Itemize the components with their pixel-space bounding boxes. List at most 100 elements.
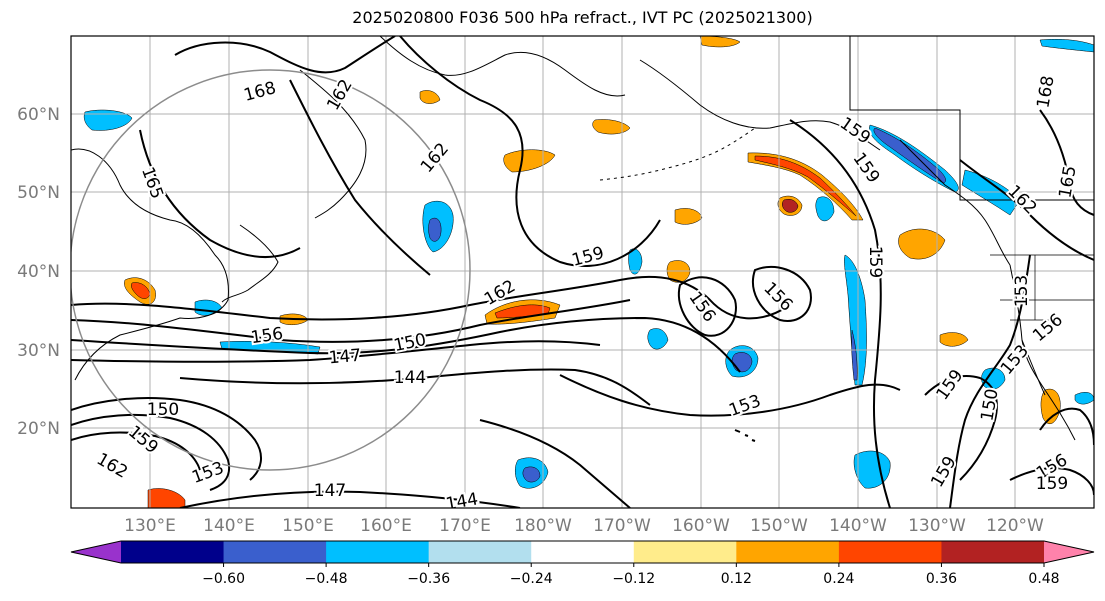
contour-144 bbox=[179, 368, 651, 406]
contour-south-cluster-3 bbox=[71, 431, 201, 471]
contour-162-east bbox=[959, 159, 1094, 261]
negative-anomaly-west-core bbox=[428, 217, 442, 242]
lat-label-40: 40°N bbox=[17, 262, 60, 282]
plot-frame bbox=[70, 35, 1095, 509]
contour-159-southeast bbox=[1009, 467, 1094, 496]
plot-background bbox=[71, 36, 1094, 508]
contour-south-bottom bbox=[179, 490, 521, 508]
lat-label-20: 20°N bbox=[17, 419, 60, 439]
lon-label-160e: 160°E bbox=[360, 516, 412, 536]
negative-anomaly-small-6 bbox=[815, 196, 835, 222]
siberia-coastline bbox=[379, 36, 626, 97]
contour-165-east bbox=[1039, 109, 1094, 216]
positive-anomaly-small-3 bbox=[939, 332, 969, 347]
colorbar: −0.60 −0.48 −0.36 −0.24 −0.12 0.12 0.24 0.36 0.4… bbox=[70, 540, 1095, 587]
positive-anomaly-bering bbox=[503, 149, 556, 173]
contour-162-west bbox=[289, 79, 431, 276]
negative-anomaly-small-5 bbox=[628, 248, 643, 275]
contour-159-north bbox=[399, 36, 661, 267]
contour-156-low bbox=[1039, 407, 1094, 446]
lon-label-170e: 170°E bbox=[439, 516, 491, 536]
colorbar-extend-high bbox=[1044, 541, 1094, 563]
longitude-labels: 130°E 140°E 150°E 160°E 170°E 180°W 170°… bbox=[124, 516, 1044, 536]
contour-south-cluster-1 bbox=[71, 397, 262, 481]
lon-label-140w: 140°W bbox=[829, 516, 887, 536]
radius-ring bbox=[71, 69, 471, 471]
us-state-lines bbox=[990, 254, 1094, 321]
contour-label: 144 bbox=[444, 489, 479, 514]
contour-mid-south bbox=[479, 419, 631, 508]
colorbar-tick-label: −0.12 bbox=[612, 571, 655, 587]
lon-label-160w: 160°W bbox=[672, 516, 730, 536]
negative-anomaly-diag-core bbox=[851, 329, 858, 381]
colorbar-segment bbox=[838, 541, 942, 563]
lon-label-150w: 150°W bbox=[750, 516, 808, 536]
alaska-coastline bbox=[639, 59, 881, 151]
contour-153-jet bbox=[71, 299, 631, 343]
positive-anomaly-southwest bbox=[147, 488, 186, 508]
baja-coastline bbox=[1021, 339, 1046, 396]
colorbar-segment bbox=[736, 541, 840, 563]
colorbar-tick-label: 0.24 bbox=[823, 571, 854, 587]
lon-label-130w: 130°W bbox=[908, 516, 966, 536]
contour-159-low bbox=[924, 375, 998, 481]
contour-label: 159 bbox=[1036, 474, 1068, 494]
contour-loop-156-a bbox=[677, 276, 737, 337]
contour-label: 147 bbox=[328, 346, 362, 369]
contour-150-jet bbox=[71, 316, 741, 373]
lat-label-60: 60°N bbox=[17, 105, 60, 125]
lat-label-30: 30°N bbox=[17, 341, 60, 361]
lon-label-170w: 170°W bbox=[593, 516, 651, 536]
anomaly-shading bbox=[83, 36, 1094, 508]
contour-156-jet bbox=[71, 275, 791, 321]
refractivity-contours bbox=[71, 36, 1094, 508]
contour-label: 153 bbox=[1012, 275, 1032, 307]
strong-positive-anomaly bbox=[754, 155, 857, 217]
negative-anomaly-south-core bbox=[522, 466, 541, 483]
contour-south-cluster-2 bbox=[71, 413, 230, 491]
lon-label-180w: 180°W bbox=[514, 516, 572, 536]
map-title: 2025020800 F036 500 hPa refract., IVT PC… bbox=[352, 8, 813, 27]
colorbar-tick-label: −0.60 bbox=[202, 571, 245, 587]
negative-anomaly-mid-core bbox=[731, 352, 753, 373]
colorbar-tick-label: 0.48 bbox=[1028, 571, 1059, 587]
kamchatka-coastline bbox=[299, 69, 367, 219]
contour-168 bbox=[174, 36, 396, 74]
canada-border bbox=[849, 36, 1094, 201]
negative-anomaly-small-1 bbox=[647, 328, 669, 350]
contour-loop-156-b bbox=[752, 265, 812, 322]
colorbar-outline bbox=[70, 540, 1095, 564]
lon-label-130e: 130°E bbox=[124, 516, 176, 536]
contour-165 bbox=[139, 129, 301, 258]
positive-anomaly-midpac bbox=[674, 208, 703, 225]
colorbar-tick-label: −0.36 bbox=[407, 571, 450, 587]
japan-coastline bbox=[221, 224, 279, 303]
contour-147 bbox=[71, 340, 601, 363]
colorbar-segment bbox=[121, 541, 225, 563]
lon-label-120w: 120°W bbox=[986, 516, 1044, 536]
aleutian-chain bbox=[599, 127, 756, 181]
lon-label-140e: 140°E bbox=[203, 516, 255, 536]
negative-anomaly-small-4 bbox=[1039, 38, 1094, 53]
positive-anomaly-small-2 bbox=[419, 90, 441, 104]
colorbar-segment bbox=[531, 541, 635, 563]
colorbar-tick-label: 0.36 bbox=[926, 571, 957, 587]
colorbar-segment bbox=[633, 541, 737, 563]
colorbar-extend-low bbox=[71, 541, 121, 563]
positive-anomaly-kamchatka bbox=[592, 119, 631, 135]
contour-label: 147 bbox=[314, 481, 346, 501]
asia-coastline bbox=[71, 148, 229, 381]
contour-159-east bbox=[789, 119, 891, 508]
contour-153-south bbox=[559, 374, 901, 417]
contour-label: 150 bbox=[147, 400, 179, 420]
colorbar-tick-label: −0.48 bbox=[305, 571, 348, 587]
colorbar-segment bbox=[428, 541, 532, 563]
contour-label: 159 bbox=[865, 246, 885, 278]
bc-coastline bbox=[899, 139, 1011, 266]
colorbar-segment bbox=[941, 541, 1045, 563]
coastlines bbox=[71, 36, 1094, 442]
positive-anomaly-japan-core bbox=[131, 282, 151, 299]
negative-anomaly-northwest bbox=[83, 109, 133, 131]
positive-anomaly-alaska bbox=[699, 36, 741, 48]
